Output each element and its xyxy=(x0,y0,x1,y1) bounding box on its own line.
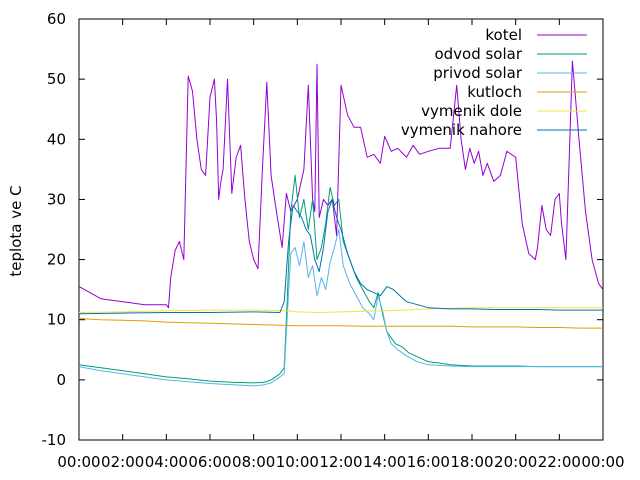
x-tick-label: 04:00 xyxy=(145,453,188,471)
y-axis: -10 0 10 20 30 40 50 60 xyxy=(42,10,603,449)
x-tick-label: 02:00 xyxy=(101,453,144,471)
series-line-vymenik-nahore xyxy=(78,198,603,315)
series-line-odvod-solar xyxy=(78,174,603,384)
legend-label: vymenik dole xyxy=(421,102,522,120)
y-tick-label: -10 xyxy=(42,431,67,449)
y-tick-label: 50 xyxy=(47,70,66,88)
legend-label: kotel xyxy=(485,26,522,44)
x-tick-label: 00:00 xyxy=(57,453,100,471)
series-line-kutloch xyxy=(78,318,603,329)
x-tick-label: 18:00 xyxy=(450,453,493,471)
x-axis: 00:00 02:00 04:00 06:00 08:00 10:00 12:00 14:00… xyxy=(57,19,625,471)
legend-label: privod solar xyxy=(433,64,523,82)
legend-label: vymenik nahore xyxy=(401,121,522,139)
y-tick-label: 30 xyxy=(47,190,66,208)
y-tick-label: 0 xyxy=(56,371,66,389)
series-line-privod-solar xyxy=(78,229,603,387)
x-tick-label: 12:00 xyxy=(319,453,362,471)
series-line-vymenik-dole xyxy=(78,307,603,313)
y-axis-title: teplota ve C xyxy=(7,185,25,276)
series-line-kotel xyxy=(78,60,604,309)
x-tick-label: 08:00 xyxy=(232,453,275,471)
y-tick-label: 10 xyxy=(47,311,66,329)
y-tick-label: 40 xyxy=(47,130,66,148)
x-tick-label: 22:00 xyxy=(538,453,581,471)
x-tick-label: 00:00 xyxy=(581,453,624,471)
legend-label: kutloch xyxy=(467,83,522,101)
x-tick-label: 10:00 xyxy=(276,453,319,471)
y-tick-label: 20 xyxy=(47,251,66,269)
x-tick-label: 06:00 xyxy=(188,453,231,471)
x-tick-label: 20:00 xyxy=(494,453,537,471)
x-tick-label: 14:00 xyxy=(363,453,406,471)
y-tick-label: 60 xyxy=(47,10,66,28)
series-lines xyxy=(78,60,604,387)
x-tick-label: 16:00 xyxy=(407,453,450,471)
legend-label: odvod solar xyxy=(434,45,522,63)
